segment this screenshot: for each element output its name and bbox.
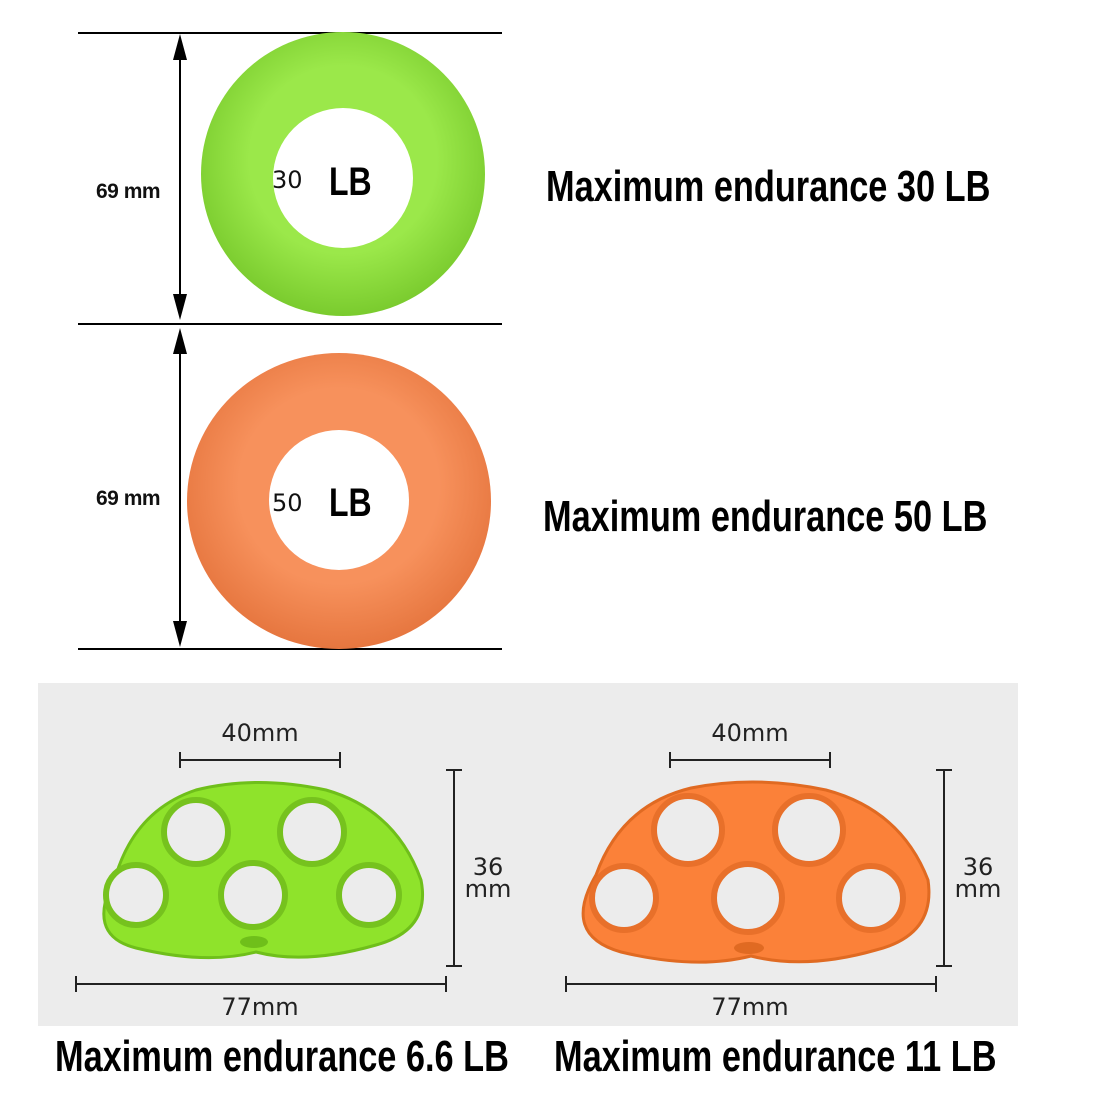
horizontal-dimension-arrow-icon: [565, 976, 937, 992]
bottom-width-label: 77mm: [221, 993, 299, 1021]
green-grip-ring: [201, 32, 485, 316]
ring-endurance-label: Maximum endurance 50 LB: [543, 492, 988, 541]
ring-dimension-label: 69 mm: [96, 180, 161, 203]
vertical-dimension-arrow-icon: [173, 34, 187, 647]
finger-trainer-shape: [581, 780, 931, 964]
ring-unit-label: LB: [329, 160, 372, 204]
orange-grip-ring: [187, 353, 491, 649]
vertical-dimension-arrow-icon: [446, 769, 462, 967]
ring-weight-label: 50: [272, 489, 303, 517]
height-label: 36 mm: [954, 853, 1002, 903]
ring-endurance-label: Maximum endurance 30 LB: [546, 162, 991, 211]
horizontal-dimension-arrow-icon: [75, 976, 447, 992]
finger-trainer-shape: [102, 781, 424, 960]
ring-unit-label: LB: [329, 481, 372, 525]
dimension-line-bottom: [78, 648, 502, 650]
vertical-dimension-arrow-icon: [936, 769, 952, 967]
ring-weight-label: 30: [272, 166, 303, 194]
height-label: 36 mm: [464, 853, 512, 903]
ring-dimension-label: 69 mm: [96, 487, 161, 510]
horizontal-dimension-arrow-icon: [179, 752, 341, 768]
trainer-endurance-label: Maximum endurance 11 LB: [554, 1032, 997, 1081]
dimension-line-middle: [78, 323, 502, 325]
top-width-label: 40mm: [711, 719, 789, 747]
top-width-label: 40mm: [221, 719, 299, 747]
dimension-line-top: [78, 32, 502, 34]
bottom-width-label: 77mm: [711, 993, 789, 1021]
horizontal-dimension-arrow-icon: [669, 752, 831, 768]
trainer-endurance-label: Maximum endurance 6.6 LB: [55, 1032, 509, 1081]
